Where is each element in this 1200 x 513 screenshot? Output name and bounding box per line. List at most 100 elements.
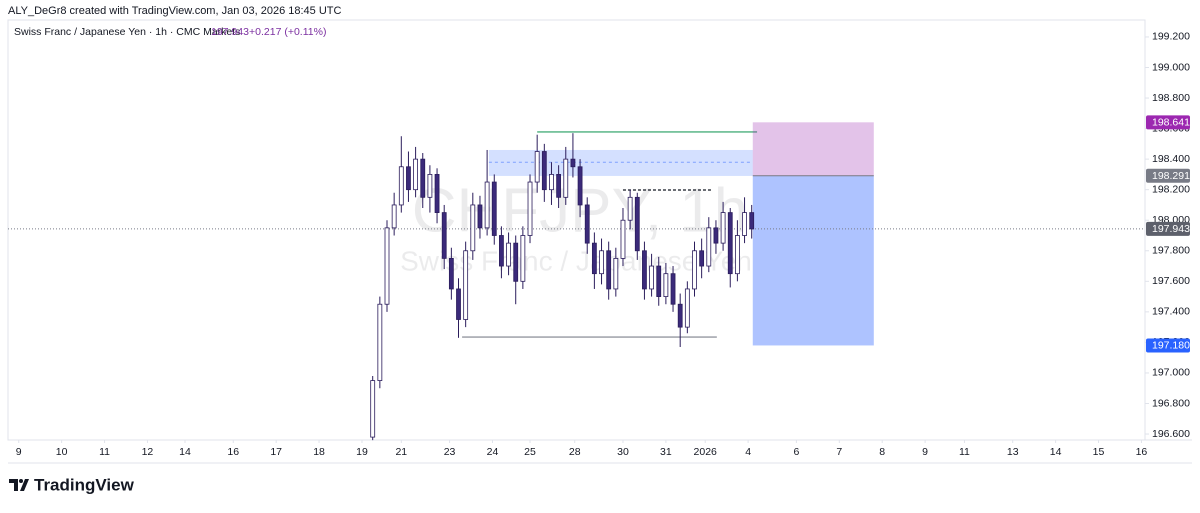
candle-body <box>549 174 554 191</box>
x-tick-label: 4 <box>745 446 751 458</box>
candle-body <box>470 204 476 252</box>
x-tick-label: 11 <box>959 446 970 458</box>
y-tick-label: 196.600 <box>1152 428 1190 440</box>
y-tick-label: 198.800 <box>1152 92 1190 104</box>
x-tick-label: 14 <box>179 446 191 458</box>
target-tag-label: 197.180 <box>1152 340 1190 352</box>
candle-body <box>727 212 733 275</box>
entry-tag-label: 198.291 <box>1152 170 1190 182</box>
x-tick-label: 18 <box>313 446 325 458</box>
candle-body <box>742 212 747 236</box>
stop-tag <box>1146 115 1190 130</box>
candle-body <box>577 166 583 206</box>
candle-body <box>713 227 719 244</box>
x-tick-label: 8 <box>879 446 885 458</box>
candle-body <box>513 242 519 282</box>
y-tick-label: 198.200 <box>1152 183 1190 195</box>
logo-dot <box>19 479 23 483</box>
x-tick-label: 31 <box>660 446 672 458</box>
x-tick-label: 16 <box>227 446 239 458</box>
candle-body <box>413 158 419 191</box>
y-tick-label: 198.400 <box>1152 153 1190 165</box>
candle-body <box>684 288 690 328</box>
x-tick-label: 21 <box>395 446 407 458</box>
x-tick-label: 25 <box>524 446 536 458</box>
brand-text: TradingView <box>34 475 135 494</box>
candle-body <box>541 151 547 191</box>
x-tick-label: 16 <box>1136 446 1148 458</box>
candle-body <box>456 288 461 320</box>
candle-body <box>613 258 619 290</box>
candle-body <box>734 235 740 275</box>
candle-body <box>699 250 705 267</box>
candle-body <box>384 227 390 305</box>
x-tick-label: 15 <box>1093 446 1105 458</box>
x-tick-label: 19 <box>356 446 368 458</box>
candle-body <box>720 212 726 244</box>
candle-body <box>649 265 654 290</box>
candle-body <box>642 250 647 290</box>
candle-body <box>591 242 597 275</box>
x-tick-label: 2026 <box>694 446 718 458</box>
candle-body <box>448 258 454 290</box>
y-tick-label: 199.000 <box>1152 61 1190 73</box>
zone <box>488 149 753 176</box>
candle-body <box>527 181 533 236</box>
x-tick-label: 30 <box>617 446 629 458</box>
candle-body <box>491 181 497 236</box>
x-tick-label: 13 <box>1007 446 1019 458</box>
candle-body <box>563 158 569 198</box>
candle-body <box>484 181 490 229</box>
candle-body <box>663 273 669 297</box>
candle-body <box>534 151 540 183</box>
candle-body <box>620 219 626 259</box>
y-tick-label: 197.400 <box>1152 306 1190 318</box>
candle-body <box>506 242 511 267</box>
logo-mark <box>9 479 29 491</box>
stop-tag-label: 198.641 <box>1152 117 1190 129</box>
y-tick-label: 199.200 <box>1152 31 1190 43</box>
candle-body <box>556 174 562 198</box>
candle-body <box>606 250 612 290</box>
candle-body <box>570 158 576 168</box>
candle-body <box>677 303 683 328</box>
candle-body <box>656 265 662 297</box>
x-tick-label: 10 <box>56 446 68 458</box>
candle-body <box>427 174 433 198</box>
candle-body <box>634 196 640 252</box>
candle-body <box>406 166 411 191</box>
candle-body <box>377 303 383 381</box>
x-tick-label: 11 <box>99 446 110 458</box>
candle-body <box>398 166 404 206</box>
entry-tag <box>1146 168 1190 183</box>
candle-body <box>477 204 483 229</box>
candle-body <box>434 174 440 213</box>
candle-body <box>499 235 504 267</box>
y-tick-label: 197.800 <box>1152 245 1190 257</box>
x-tick-label: 23 <box>444 446 456 458</box>
legend-price: 197.943 <box>211 26 249 38</box>
x-tick-label: 9 <box>16 446 22 458</box>
candle-body <box>599 250 604 275</box>
credit: ALY_DeGr8 created with TradingView.com, … <box>8 5 341 17</box>
y-tick-label: 197.000 <box>1152 367 1190 379</box>
x-tick-label: 14 <box>1050 446 1062 458</box>
candle-body <box>584 204 590 244</box>
candle-body <box>692 250 697 290</box>
target-zone <box>752 175 874 346</box>
last-price-tag-label: 197.943 <box>1152 223 1190 235</box>
x-tick-label: 24 <box>487 446 499 458</box>
x-tick-label: 17 <box>270 446 282 458</box>
candle-body <box>463 250 469 320</box>
stop-zone <box>752 122 874 176</box>
candle-body <box>391 204 397 229</box>
candle-body <box>441 212 447 259</box>
target-tag <box>1146 338 1190 353</box>
y-tick-label: 197.600 <box>1152 275 1190 287</box>
legend-change: +0.217 (+0.11%) <box>249 26 326 38</box>
candle-body <box>520 235 526 282</box>
x-tick-label: 7 <box>836 446 842 458</box>
x-tick-label: 6 <box>793 446 799 458</box>
